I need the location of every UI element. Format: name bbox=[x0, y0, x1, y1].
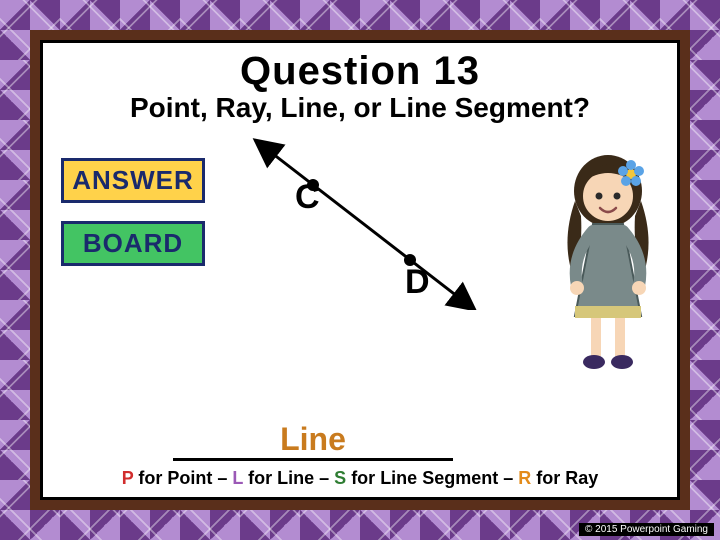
point-label-d: D bbox=[405, 263, 430, 302]
slide-frame-outer: Question 13 Point, Ray, Line, or Line Se… bbox=[30, 30, 690, 510]
button-column: ANSWER BOARD bbox=[55, 128, 205, 466]
legend-for-p: for bbox=[138, 468, 167, 488]
content-row: ANSWER BOARD C bbox=[55, 128, 665, 466]
question-title: Question 13 bbox=[55, 49, 665, 94]
diagram-area: C D bbox=[205, 128, 665, 466]
legend-for-r: for bbox=[536, 468, 565, 488]
geometry-line bbox=[255, 140, 475, 310]
copyright-text: © 2015 Powerpoint Gaming bbox=[579, 523, 714, 536]
answer-button[interactable]: ANSWER bbox=[61, 158, 205, 203]
point-label-c: C bbox=[295, 178, 320, 217]
legend-word-l: Line bbox=[277, 468, 314, 488]
line-diagram bbox=[205, 110, 505, 310]
slide-frame-inner: Question 13 Point, Ray, Line, or Line Se… bbox=[40, 40, 680, 500]
board-button[interactable]: BOARD bbox=[61, 221, 205, 266]
legend-for-s: for bbox=[351, 468, 380, 488]
legend-word-s: Line Segment bbox=[380, 468, 498, 488]
character-girl bbox=[553, 146, 663, 376]
legend-code-p: P bbox=[122, 468, 134, 488]
legend-code-s: S bbox=[334, 468, 346, 488]
legend-word-r: Ray bbox=[565, 468, 598, 488]
legend-word-p: Point bbox=[167, 468, 212, 488]
answer-text: Line bbox=[280, 421, 346, 457]
legend: P for Point – L for Line – S for Line Se… bbox=[55, 466, 665, 489]
answer-blank: Line bbox=[173, 421, 453, 461]
legend-code-l: L bbox=[232, 468, 243, 488]
legend-code-r: R bbox=[518, 468, 531, 488]
legend-for-l: for bbox=[248, 468, 277, 488]
